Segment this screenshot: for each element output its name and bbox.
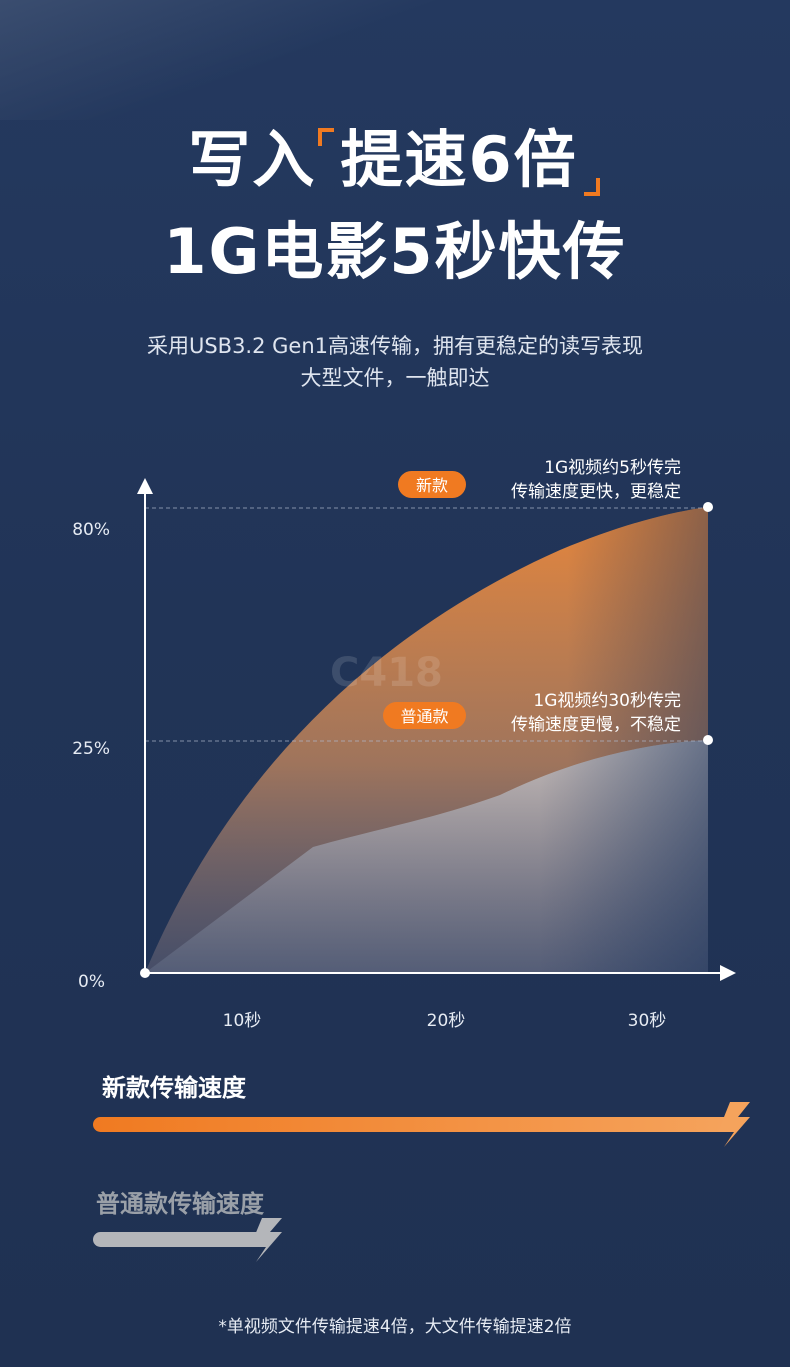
page-title-line2: 1G电影5秒快传 <box>163 215 627 288</box>
x-tick-label: 30秒 <box>628 1011 667 1031</box>
x-tick-label: 10秒 <box>223 1011 262 1031</box>
lightning-icon <box>250 1218 282 1262</box>
series-old-badge-label: 普通款 <box>400 707 448 726</box>
title-part1: 写入 <box>188 123 317 196</box>
speed-chart: 80% 25% 0% 10秒 20秒 30秒 新款 1G视频约5秒传完 传输速度… <box>72 458 736 1031</box>
subtitle-line1: 采用USB3.2 Gen1高速传输，拥有更稳定的读写表现 <box>146 334 644 358</box>
y-tick-label: 0% <box>78 972 105 992</box>
footnote: *单视频文件传输提速4倍，大文件传输提速2倍 <box>218 1317 572 1337</box>
y-tick-label: 25% <box>72 739 110 759</box>
header-light-streak <box>0 0 790 120</box>
series-old-end-point <box>703 735 713 745</box>
legend-new-title: 新款传输速度 <box>102 1074 246 1102</box>
orange-bracket-left <box>318 128 335 146</box>
series-old-note-line2: 传输速度更慢，不稳定 <box>511 714 681 735</box>
legend-old-title: 普通款传输速度 <box>96 1190 264 1218</box>
series-new-note-line2: 传输速度更快，更稳定 <box>511 482 681 502</box>
series-new-end-point <box>703 502 713 512</box>
series-old-area-fade <box>145 740 708 973</box>
watermark-logo: C418 <box>330 650 443 696</box>
page-title-line1: 写入 提速6倍 <box>0 118 790 202</box>
title-part2: 提速6倍 <box>340 123 578 196</box>
origin-point <box>140 968 150 978</box>
legend-old-bar <box>93 1218 282 1262</box>
y-tick-label: 80% <box>72 520 110 540</box>
series-old-badge <box>383 702 466 729</box>
series-new-badge <box>398 471 466 498</box>
series-new-badge-label: 新款 <box>416 476 448 495</box>
orange-bracket-right <box>583 178 600 196</box>
series-old-note-line1: 1G视频约30秒传完 <box>533 691 681 711</box>
legend-new-bar <box>93 1102 750 1147</box>
lightning-icon <box>718 1102 750 1147</box>
subtitle-line2: 大型文件，一触即达 <box>300 366 490 390</box>
series-new-note-line1: 1G视频约5秒传完 <box>544 458 681 478</box>
x-tick-label: 20秒 <box>427 1011 466 1031</box>
